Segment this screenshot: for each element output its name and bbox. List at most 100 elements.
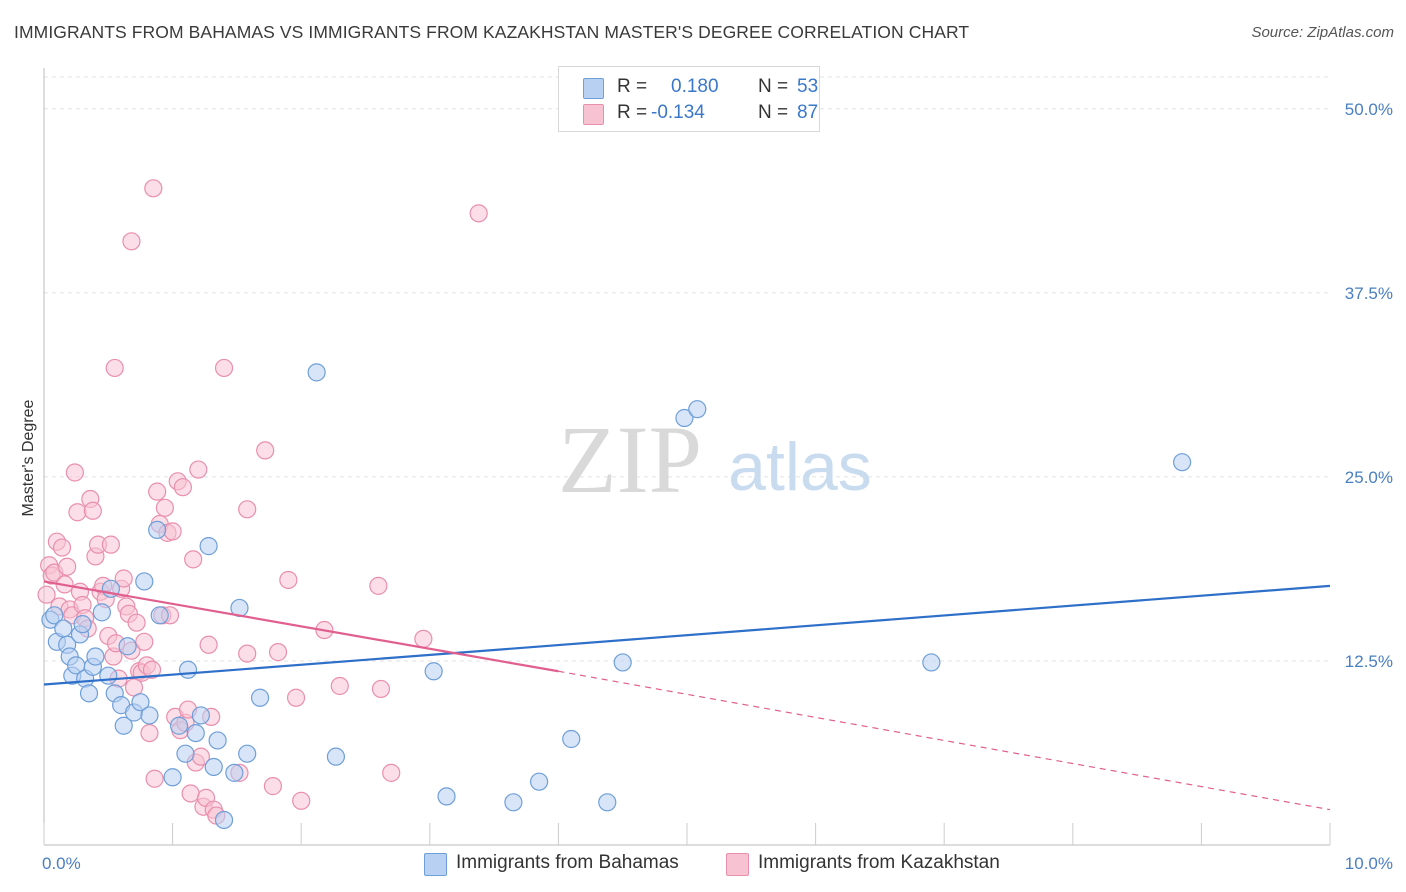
legend-n-label: N = bbox=[758, 102, 789, 123]
bottom-legend-label-kazakhstan: Immigrants from Kazakhstan bbox=[758, 852, 1000, 873]
bahamas-point bbox=[163, 768, 182, 787]
kazakhstan-point bbox=[163, 522, 182, 541]
bahamas-point bbox=[214, 810, 234, 830]
kazakhstan-point bbox=[155, 498, 174, 517]
kazakhstan-point bbox=[58, 557, 77, 576]
kazakhstan-point bbox=[83, 501, 102, 520]
bahamas-point bbox=[1173, 453, 1192, 472]
bahamas-point bbox=[135, 572, 154, 591]
bahamas-point bbox=[504, 793, 523, 812]
kazakhstan-point bbox=[268, 643, 288, 662]
bahamas-point bbox=[140, 706, 159, 725]
kazakhstan-point bbox=[199, 635, 218, 654]
kazakhstan-point bbox=[52, 538, 72, 557]
kazakhstan-point bbox=[181, 784, 200, 803]
kazakhstan-trend-line bbox=[43, 580, 559, 673]
bahamas-point bbox=[424, 662, 443, 681]
legend-r-value: -0.134 bbox=[651, 102, 705, 123]
bottom-legend-swatch-bahamas bbox=[424, 853, 447, 876]
bahamas-point bbox=[73, 615, 92, 634]
grid-layer bbox=[44, 76, 1330, 662]
bahamas-point bbox=[178, 660, 198, 679]
bahamas-point bbox=[176, 744, 195, 763]
bahamas-point bbox=[437, 787, 456, 806]
bottom-legend-label-bahamas: Immigrants from Bahamas bbox=[456, 852, 679, 873]
watermark: ZIP atlas bbox=[558, 406, 872, 513]
kazakhstan-point bbox=[382, 763, 401, 782]
legend-swatch-kazakhstan bbox=[583, 104, 604, 125]
kazakhstan-point bbox=[286, 688, 306, 707]
bahamas-point bbox=[131, 693, 150, 712]
bahamas-point bbox=[199, 537, 218, 556]
kazakhstan-point bbox=[65, 463, 84, 482]
kazakhstan-point bbox=[371, 679, 391, 699]
bahamas-points bbox=[41, 363, 1192, 830]
kazakhstan-trend-extension bbox=[558, 670, 1331, 811]
kazakhstan-point bbox=[173, 478, 192, 497]
axis-layer: 12.5% 25.0% 37.5% 50.0% 0.0% 10.0% bbox=[42, 68, 1393, 873]
correlation-legend: R = 0.180 N = 53 R = -0.134 N = 87 bbox=[558, 66, 820, 132]
bahamas-point bbox=[613, 653, 632, 672]
bottom-legend-swatch-kazakhstan bbox=[726, 853, 749, 876]
kazakhstan-point bbox=[238, 500, 257, 519]
legend-r-label: R = bbox=[617, 76, 648, 97]
bahamas-point bbox=[598, 793, 617, 812]
kazakhstan-point bbox=[127, 613, 146, 632]
kazakhstan-points bbox=[37, 179, 488, 825]
bahamas-point bbox=[307, 363, 326, 382]
kazakhstan-point bbox=[184, 550, 203, 569]
kazakhstan-point bbox=[105, 358, 124, 378]
bahamas-point bbox=[114, 716, 133, 735]
bahamas-trend-line bbox=[43, 584, 1331, 686]
kazakhstan-point bbox=[140, 723, 159, 743]
bahamas-point bbox=[92, 603, 111, 622]
legend-swatch-bahamas bbox=[583, 78, 604, 99]
bahamas-point bbox=[204, 757, 223, 777]
bahamas-point bbox=[186, 723, 205, 743]
x-tick-label: 0.0% bbox=[42, 854, 81, 873]
legend-n-value: 53 bbox=[797, 76, 819, 97]
bahamas-point bbox=[530, 772, 549, 791]
bahamas-point bbox=[79, 684, 99, 703]
kazakhstan-point bbox=[37, 585, 56, 604]
kazakhstan-point bbox=[256, 441, 275, 460]
kazakhstan-point bbox=[414, 629, 433, 648]
trend-layer bbox=[43, 580, 1331, 811]
y-tick-label: 25.0% bbox=[1345, 468, 1393, 487]
bahamas-point bbox=[562, 729, 581, 749]
kazakhstan-point bbox=[330, 676, 349, 696]
kazakhstan-point bbox=[279, 570, 298, 590]
bahamas-point bbox=[238, 744, 257, 763]
chart-title: IMMIGRANTS FROM BAHAMAS VS IMMIGRANTS FR… bbox=[14, 22, 970, 42]
kazakhstan-point bbox=[263, 777, 283, 796]
kazakhstan-point bbox=[214, 358, 234, 378]
legend-r-value: 0.180 bbox=[671, 76, 719, 97]
bahamas-point bbox=[148, 520, 167, 540]
kazakhstan-point bbox=[101, 535, 120, 554]
kazakhstan-point bbox=[135, 632, 154, 651]
y-tick-label: 37.5% bbox=[1345, 284, 1393, 303]
y-tick-label: 50.0% bbox=[1345, 100, 1393, 119]
kazakhstan-point bbox=[148, 482, 167, 501]
kazakhstan-point bbox=[189, 460, 208, 479]
bahamas-point bbox=[675, 408, 694, 428]
bahamas-point bbox=[150, 606, 169, 625]
bahamas-point bbox=[86, 647, 105, 666]
kazakhstan-point bbox=[292, 791, 311, 810]
bahamas-point bbox=[250, 688, 270, 707]
y-axis-title: Master's Degree bbox=[20, 399, 37, 516]
source-label: Source: ZipAtlas.com bbox=[1251, 24, 1394, 41]
x-tick-label: 10.0% bbox=[1345, 854, 1393, 873]
kazakhstan-point bbox=[369, 576, 388, 595]
bahamas-point bbox=[208, 731, 227, 750]
legend-r-label: R = bbox=[617, 102, 648, 123]
y-tick-label: 12.5% bbox=[1345, 652, 1393, 671]
bahamas-point bbox=[118, 637, 137, 656]
bahamas-point bbox=[225, 763, 244, 782]
bahamas-point bbox=[191, 706, 210, 725]
bahamas-point bbox=[99, 666, 118, 685]
bahamas-point bbox=[326, 747, 346, 766]
kazakhstan-point bbox=[142, 660, 162, 679]
watermark-atlas: atlas bbox=[728, 429, 872, 505]
